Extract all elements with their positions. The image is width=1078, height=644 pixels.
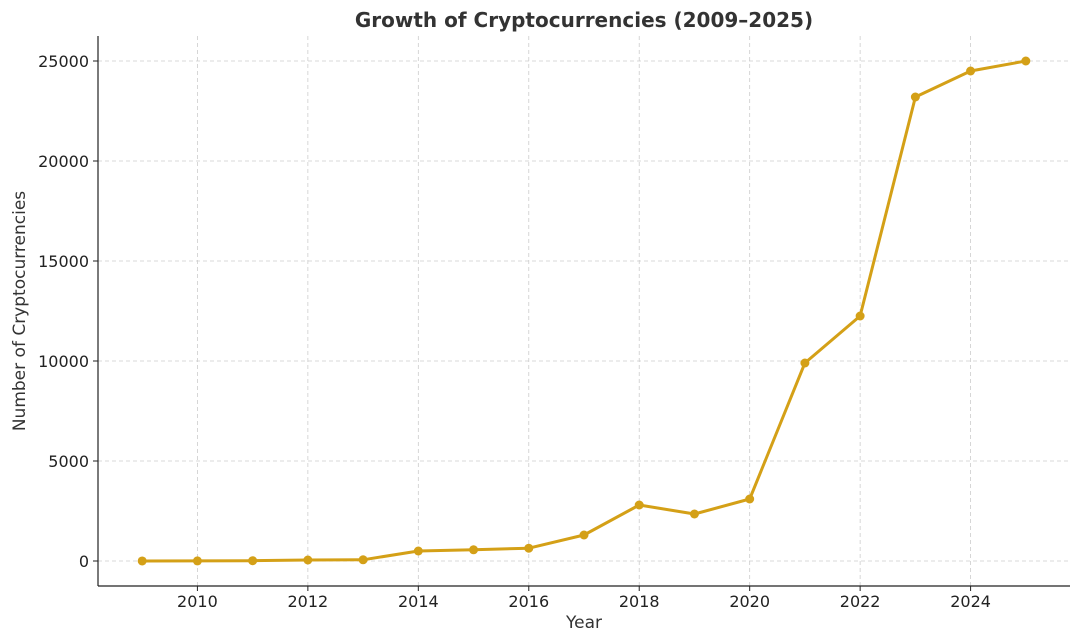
y-tick-label: 20000 xyxy=(38,152,89,171)
y-axis-label: Number of Cryptocurrencies xyxy=(10,191,30,431)
x-tick-label: 2014 xyxy=(398,592,439,611)
data-point xyxy=(137,556,147,566)
data-point xyxy=(524,543,534,553)
plot-area xyxy=(137,56,1031,566)
x-tick-label: 2018 xyxy=(619,592,660,611)
chart-title: Growth of Cryptocurrencies (2009–2025) xyxy=(355,8,813,32)
data-point xyxy=(579,530,589,540)
grid xyxy=(98,36,1070,586)
x-tick-label: 2016 xyxy=(508,592,549,611)
data-point xyxy=(192,556,202,566)
data-point xyxy=(469,545,479,555)
series-line xyxy=(142,59,1027,563)
data-point xyxy=(800,358,810,368)
x-tick-label: 2012 xyxy=(288,592,329,611)
data-point xyxy=(634,500,644,510)
x-tick-label: 2024 xyxy=(950,592,991,611)
data-point xyxy=(745,494,755,504)
data-point xyxy=(689,509,699,519)
y-tick-label: 10000 xyxy=(38,352,89,371)
data-point xyxy=(413,546,423,556)
data-point xyxy=(855,311,865,321)
y-tick-label: 25000 xyxy=(38,52,89,71)
data-point xyxy=(358,555,368,565)
data-point xyxy=(1021,56,1031,66)
y-tick-label: 0 xyxy=(79,552,89,571)
data-point xyxy=(966,66,976,76)
y-tick-label: 5000 xyxy=(48,452,89,471)
x-tick-label: 2022 xyxy=(840,592,881,611)
data-point xyxy=(248,556,258,566)
data-point xyxy=(303,555,313,565)
data-point xyxy=(910,92,920,102)
axes xyxy=(97,36,1070,587)
x-tick-label: 2020 xyxy=(729,592,770,611)
x-axis-label: Year xyxy=(565,613,602,633)
x-tick-label: 2010 xyxy=(177,592,218,611)
y-tick-label: 15000 xyxy=(38,252,89,271)
ticks: 2010 2012 2014 2016 2018 2020 2022 2024 0 5000 100… xyxy=(38,52,991,611)
